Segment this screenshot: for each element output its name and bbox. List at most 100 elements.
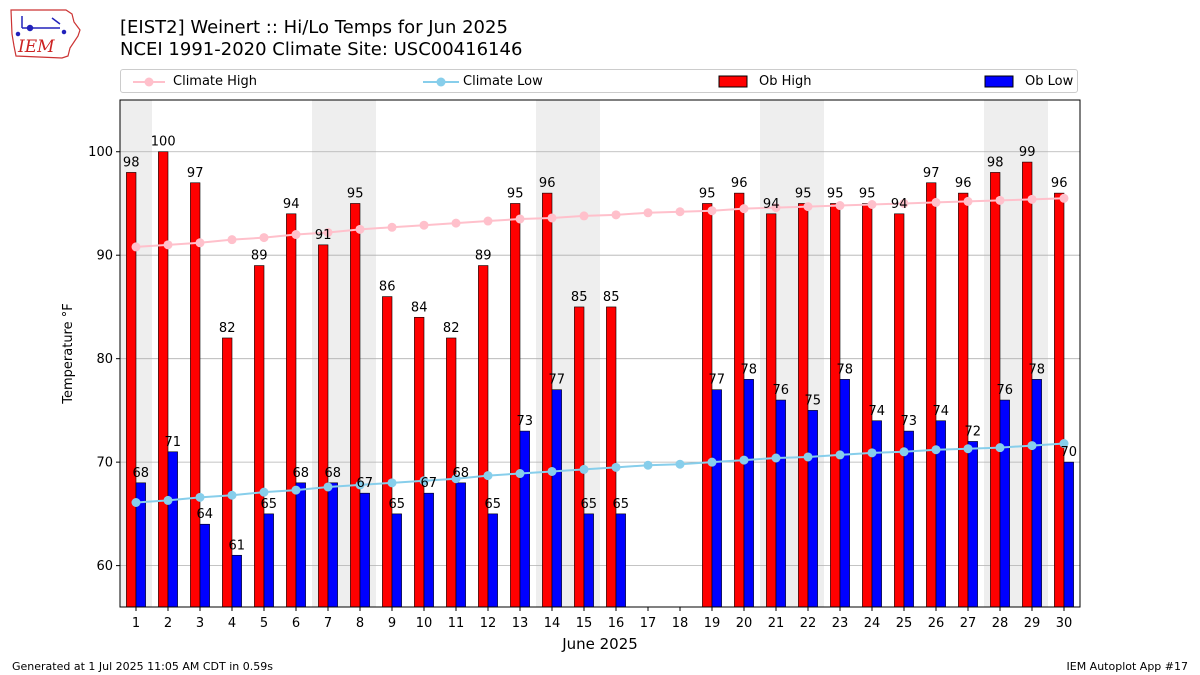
x-tick-label: 8 [356, 616, 364, 631]
ob-high-bar [958, 192, 969, 608]
ob-high-label: 97 [923, 166, 940, 181]
ob-high-label: 98 [123, 155, 140, 170]
ob-low-label: 74 [933, 404, 950, 419]
climate-high-point [515, 214, 525, 224]
x-tick-label: 23 [832, 616, 849, 631]
climate-high-point [899, 198, 909, 208]
ob-low-bar [519, 430, 530, 608]
climate-high-point [1027, 194, 1037, 204]
ob-low-bar [615, 513, 626, 608]
ob-low-bar [839, 379, 850, 608]
ob-low-bar [487, 513, 498, 608]
ob-high-label: 89 [251, 249, 268, 264]
x-tick-label: 30 [1056, 616, 1073, 631]
footer-app-text: IEM Autoplot App #17 [1066, 660, 1189, 673]
ob-high-bar [734, 192, 745, 608]
chart-subtitle: NCEI 1991-2020 Climate Site: USC00416146 [120, 39, 523, 60]
climate-low-point [323, 482, 333, 492]
x-tick-label: 25 [896, 616, 913, 631]
ob-low-label: 68 [133, 466, 150, 481]
ob-low-bar [455, 482, 466, 608]
ob-high-bar [574, 306, 585, 608]
ob-high-label: 82 [219, 321, 236, 336]
climate-low-point [643, 460, 653, 470]
ob-low-label: 68 [325, 466, 342, 481]
ob-low-bar [295, 482, 306, 608]
ob-low-bar [359, 492, 370, 608]
ob-low-label: 67 [357, 476, 374, 491]
climate-high-point [547, 213, 557, 223]
climate-high-point [1059, 193, 1069, 203]
legend-label-climate-low: Climate Low [463, 74, 543, 89]
ob-high-bar [1054, 192, 1065, 608]
x-tick-label: 10 [416, 616, 433, 631]
legend-label-ob-high: Ob High [759, 74, 812, 89]
ob-low-label: 64 [197, 507, 214, 522]
ob-low-bar [583, 513, 594, 608]
y-tick-label: 100 [88, 145, 113, 160]
climate-low-point [739, 455, 749, 465]
ob-low-bar [743, 379, 754, 608]
y-tick-label: 90 [96, 249, 113, 264]
ob-high-bar [766, 213, 777, 608]
climate-high-point [355, 224, 365, 234]
ob-high-bar [318, 244, 329, 608]
ob-high-bar [606, 306, 617, 608]
ob-high-bar [158, 151, 169, 608]
ob-high-label: 85 [603, 290, 620, 305]
x-tick-label: 26 [928, 616, 945, 631]
ob-low-label: 77 [709, 373, 726, 388]
y-tick-label: 80 [96, 352, 113, 367]
ob-low-label: 68 [453, 466, 470, 481]
climate-low-point [547, 466, 557, 476]
ob-low-label: 65 [485, 497, 502, 512]
climate-high-point [131, 242, 141, 252]
climate-low-point [931, 445, 941, 455]
ob-high-swatch-icon [718, 75, 748, 88]
climate-low-point [611, 462, 621, 472]
legend-label-ob-low: Ob Low [1025, 74, 1074, 89]
climate-high-line-icon [133, 77, 165, 87]
x-tick-label: 27 [960, 616, 977, 631]
ob-low-label: 68 [293, 466, 310, 481]
climate-low-point [355, 480, 365, 490]
ob-low-bar [263, 513, 274, 608]
ob-high-label: 96 [539, 176, 556, 191]
ob-high-label: 82 [443, 321, 460, 336]
climate-high-point [835, 201, 845, 211]
ob-high-label: 85 [571, 290, 588, 305]
x-tick-label: 3 [196, 616, 204, 631]
ob-low-bar [711, 389, 722, 608]
ob-low-label: 78 [837, 362, 854, 377]
x-tick-label: 22 [800, 616, 817, 631]
logo-text: IEM [17, 37, 55, 57]
x-tick-label: 19 [704, 616, 721, 631]
x-tick-label: 5 [260, 616, 268, 631]
ob-high-bar [254, 265, 265, 608]
ob-high-label: 94 [891, 197, 908, 212]
climate-high-point [163, 240, 173, 250]
climate-low-point [899, 447, 909, 457]
x-tick-label: 28 [992, 616, 1009, 631]
climate-low-point [867, 448, 877, 458]
x-tick-label: 24 [864, 616, 881, 631]
climate-low-point [1027, 441, 1037, 451]
ob-low-bar [391, 513, 402, 608]
x-tick-label: 20 [736, 616, 753, 631]
ob-low-label: 65 [389, 497, 406, 512]
ob-low-bar [775, 399, 786, 608]
ob-low-bar [551, 389, 562, 608]
climate-high-point [227, 235, 237, 245]
ob-low-bar [167, 451, 178, 608]
climate-low-point [387, 478, 397, 488]
footer-generated-text: Generated at 1 Jul 2025 11:05 AM CDT in … [12, 660, 273, 673]
ob-high-label: 96 [955, 176, 972, 191]
x-tick-label: 4 [228, 616, 236, 631]
ob-high-label: 89 [475, 249, 492, 264]
ob-high-label: 100 [151, 135, 176, 150]
x-tick-label: 2 [164, 616, 172, 631]
ob-low-bar [327, 482, 338, 608]
climate-high-point [419, 220, 429, 230]
ob-high-bar [350, 203, 361, 608]
